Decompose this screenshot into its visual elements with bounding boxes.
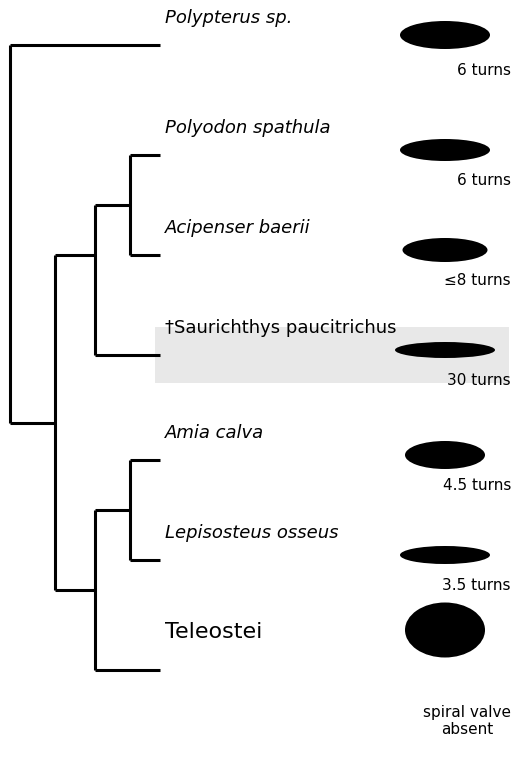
Ellipse shape — [405, 441, 485, 469]
Text: Polypterus sp.: Polypterus sp. — [165, 9, 292, 27]
FancyBboxPatch shape — [155, 327, 509, 383]
Ellipse shape — [395, 342, 495, 358]
Text: 3.5 turns: 3.5 turns — [443, 578, 511, 593]
Text: ≤8 turns: ≤8 turns — [444, 273, 511, 288]
Text: Acipenser baerii: Acipenser baerii — [165, 219, 311, 237]
Text: 30 turns: 30 turns — [447, 373, 511, 388]
Ellipse shape — [400, 21, 490, 49]
Ellipse shape — [405, 602, 485, 657]
Text: Lepisosteus osseus: Lepisosteus osseus — [165, 524, 338, 542]
Ellipse shape — [400, 139, 490, 161]
Text: Polyodon spathula: Polyodon spathula — [165, 119, 331, 137]
Text: spiral valve
absent: spiral valve absent — [423, 705, 511, 738]
Text: Amia calva: Amia calva — [165, 424, 264, 442]
Text: †Saurichthys paucitrichus: †Saurichthys paucitrichus — [165, 319, 397, 337]
Text: Teleostei: Teleostei — [165, 622, 263, 642]
Ellipse shape — [403, 238, 487, 262]
Ellipse shape — [400, 546, 490, 564]
Text: 4.5 turns: 4.5 turns — [443, 478, 511, 493]
Text: 6 turns: 6 turns — [457, 173, 511, 188]
Text: 6 turns: 6 turns — [457, 63, 511, 78]
